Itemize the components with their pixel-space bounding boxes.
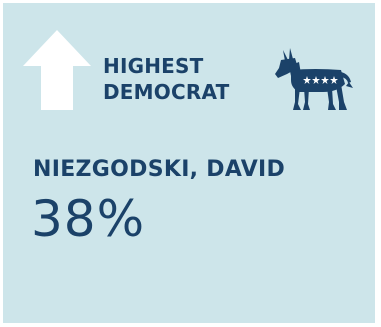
vote-percentage: 38% (31, 190, 146, 248)
candidate-name: NIEZGODSKI, DAVID (33, 157, 286, 182)
up-arrow-icon (23, 30, 91, 110)
democrat-donkey-icon (275, 48, 353, 110)
card-heading: HIGHEST DEMOCRAT (103, 53, 229, 105)
heading-line-2: DEMOCRAT (103, 80, 230, 104)
heading-line-1: HIGHEST (103, 54, 204, 78)
result-card: HIGHEST DEMOCRAT (3, 3, 375, 323)
